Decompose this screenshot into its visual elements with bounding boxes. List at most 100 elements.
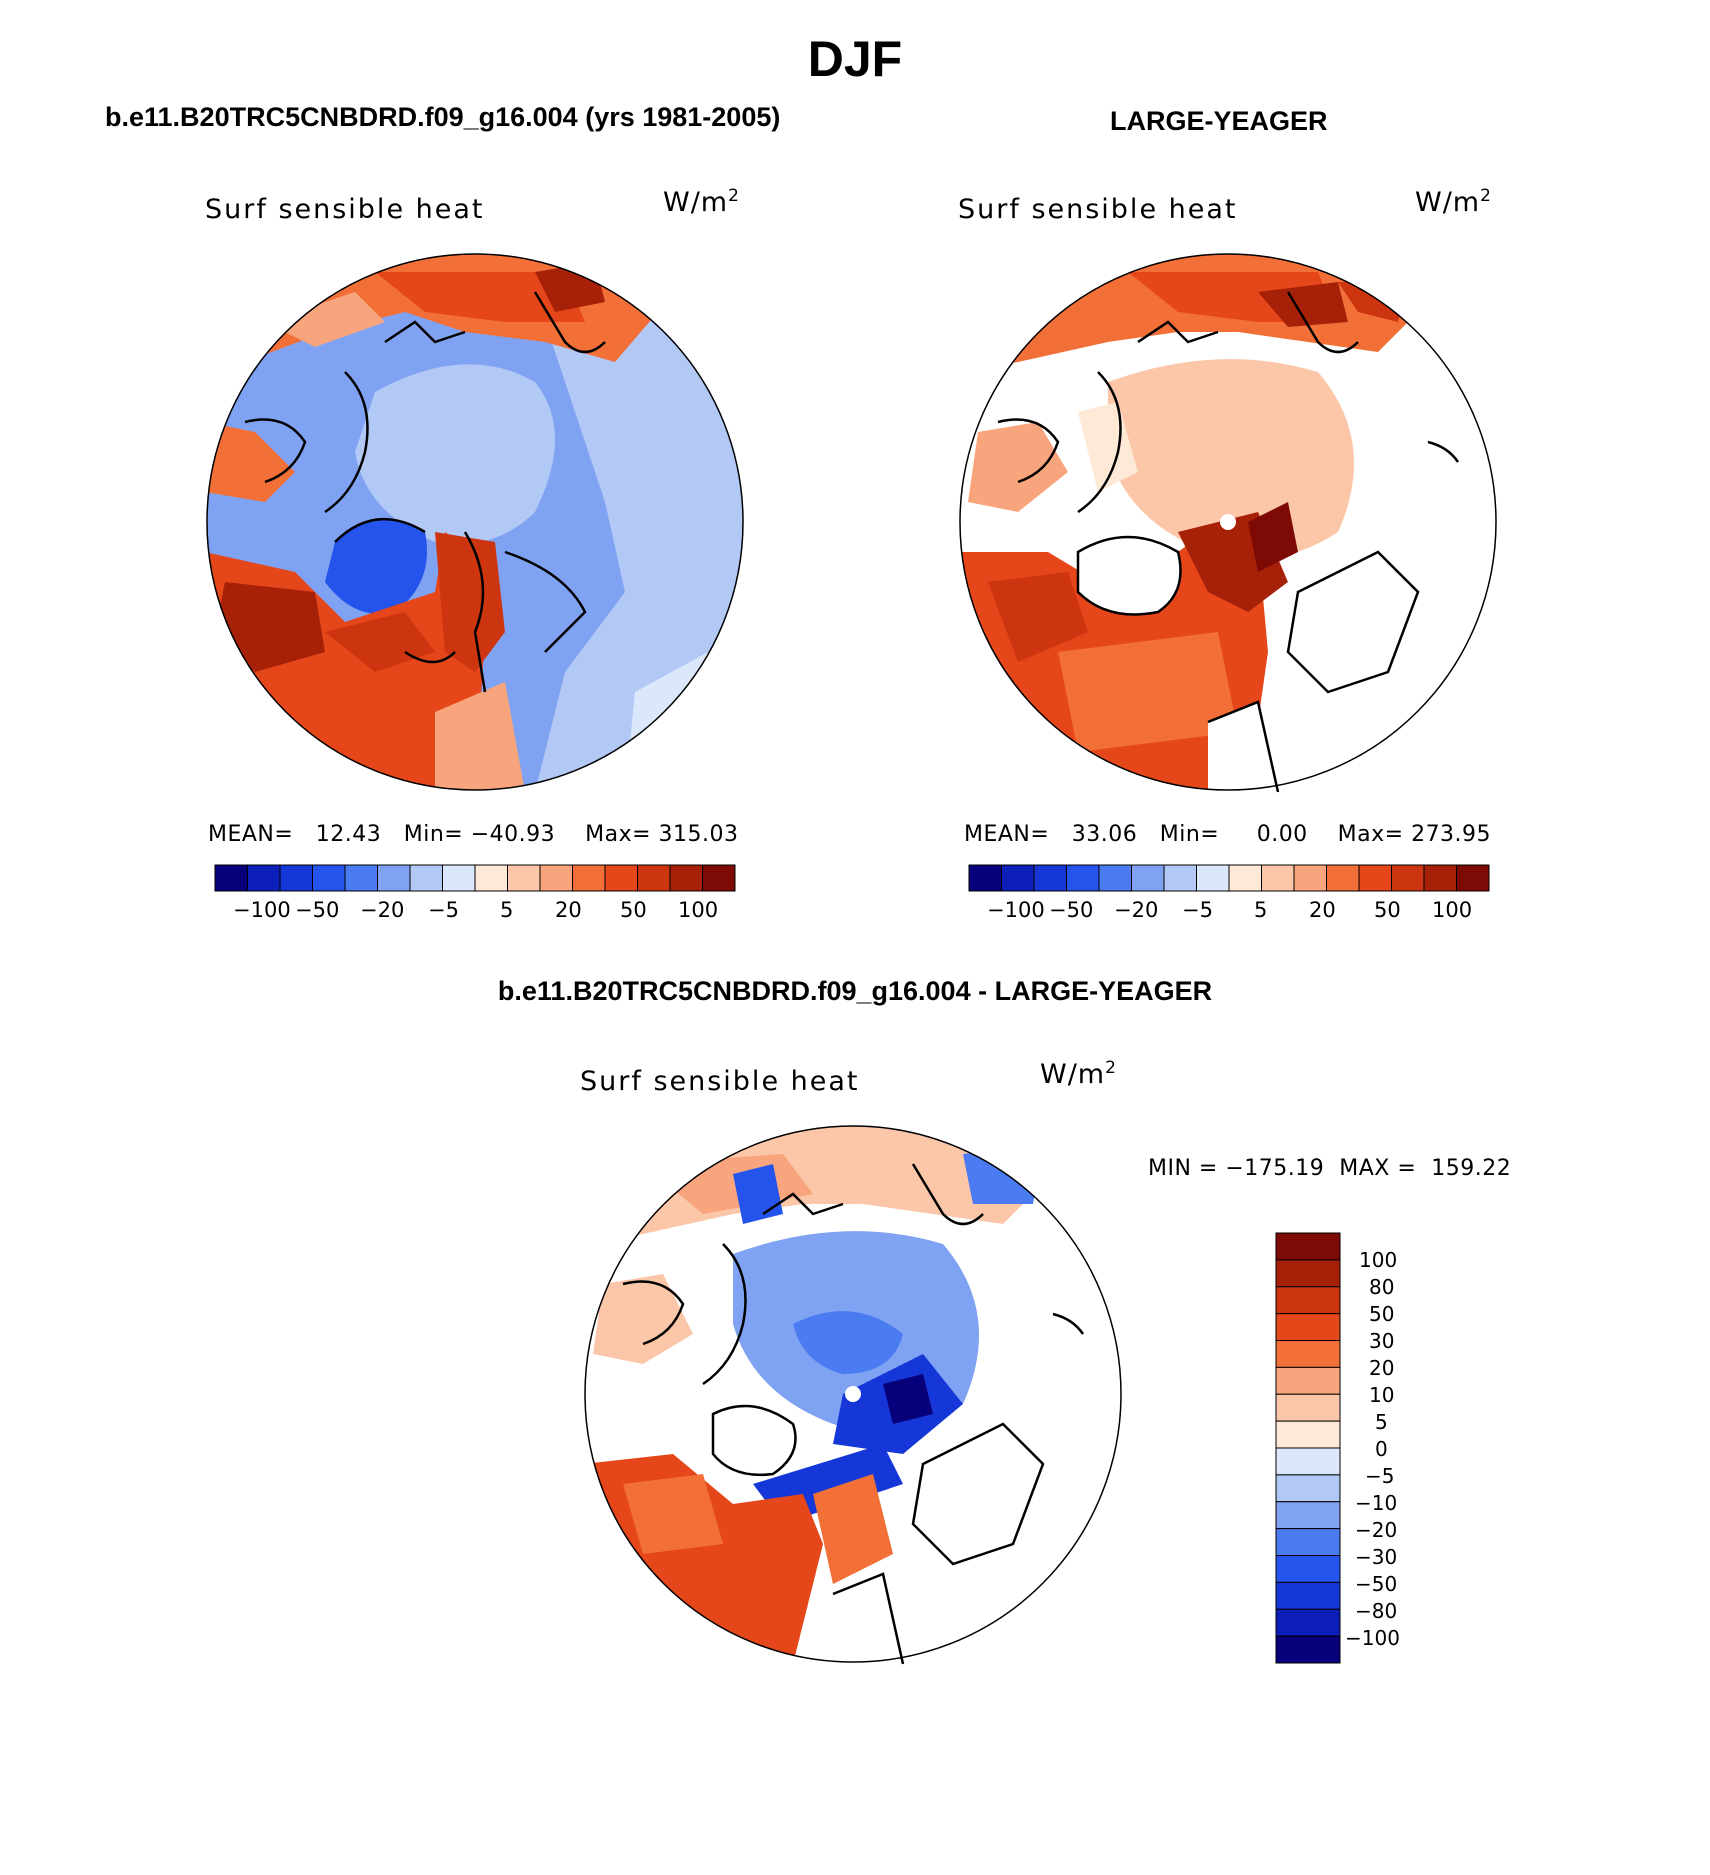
colorbar-swatch <box>1275 1474 1341 1503</box>
pole-marker <box>1220 514 1236 530</box>
panel2-variable-label: Surf sensible heat <box>958 194 1238 225</box>
colorbar-swatch <box>1275 1393 1341 1422</box>
panel3-cb-label: −30 <box>1355 1545 1398 1569</box>
colorbar-swatch <box>1131 864 1165 892</box>
colorbar-swatch <box>1196 864 1230 892</box>
colorbar-swatch <box>1275 1232 1341 1261</box>
panel1-cb-label: −50 <box>295 898 340 922</box>
colorbar-swatch <box>1275 1420 1341 1449</box>
colorbar-swatch <box>669 864 703 892</box>
panel3-polar-map <box>584 1125 1122 1665</box>
colorbar-swatch <box>279 864 313 892</box>
colorbar-swatch <box>1275 1581 1341 1610</box>
panel2-cb-label: 20 <box>1309 898 1336 922</box>
colorbar-swatch <box>312 864 346 892</box>
colorbar-swatch <box>344 864 378 892</box>
panel3-cb-label: −10 <box>1355 1491 1398 1515</box>
colorbar-swatch <box>572 864 606 892</box>
colorbar-swatch <box>702 864 736 892</box>
panel3-cb-label: 0 <box>1375 1437 1388 1461</box>
panel1-variable-label: Surf sensible heat <box>205 194 485 225</box>
panel2-stats: MEAN= 33.06 Min= 0.00 Max= 273.95 <box>964 822 1492 847</box>
colorbar-swatch <box>442 864 476 892</box>
panel1-colorbar-labels: −100 −50 −20 −5 5 20 50 100 <box>215 898 735 928</box>
panel3-cb-label: 20 <box>1369 1356 1395 1380</box>
colorbar-swatch <box>968 864 1002 892</box>
panel3-cb-label: −100 <box>1345 1626 1400 1650</box>
colorbar-swatch <box>1293 864 1327 892</box>
colorbar-swatch <box>409 864 443 892</box>
panel3-cb-label: 10 <box>1369 1383 1395 1407</box>
colorbar-swatch <box>1001 864 1035 892</box>
panel1-cb-label: 20 <box>555 898 582 922</box>
panel3-cb-label: 5 <box>1375 1410 1388 1434</box>
panel1-cb-label: −5 <box>428 898 459 922</box>
panel3-title: b.e11.B20TRC5CNBDRD.f09_g16.004 - LARGE-… <box>497 976 1213 1006</box>
panel3-variable-label: Surf sensible heat <box>580 1066 860 1097</box>
panel3-cb-label: 30 <box>1369 1329 1395 1353</box>
panel3-colorbar <box>1275 1232 1341 1664</box>
colorbar-swatch <box>1391 864 1425 892</box>
colorbar-swatch <box>1066 864 1100 892</box>
colorbar-swatch <box>1275 1501 1341 1530</box>
colorbar-swatch <box>539 864 573 892</box>
colorbar-swatch <box>474 864 508 892</box>
panel1-stats: MEAN= 12.43 Min= −40.93 Max= 315.03 <box>208 822 739 847</box>
panel3-cb-label: −80 <box>1355 1599 1398 1623</box>
panel3-cb-label: −5 <box>1365 1464 1395 1488</box>
panel1-units: W/m2 <box>663 186 740 218</box>
pole-marker <box>845 1386 861 1402</box>
panel1-cb-label: −100 <box>233 898 291 922</box>
panel2-cb-label: −5 <box>1182 898 1213 922</box>
colorbar-swatch <box>1358 864 1392 892</box>
colorbar-swatch <box>1275 1447 1341 1476</box>
colorbar-swatch <box>1275 1259 1341 1288</box>
panel3-cb-label: 100 <box>1359 1248 1398 1272</box>
panel1-cb-label: 5 <box>500 898 514 922</box>
panel1-polar-map <box>206 253 744 791</box>
colorbar-swatch <box>604 864 638 892</box>
panel2-cb-label: −20 <box>1114 898 1159 922</box>
colorbar-swatch <box>247 864 281 892</box>
panel2-title: LARGE-YEAGER <box>1110 106 1328 136</box>
colorbar-swatch <box>1275 1366 1341 1395</box>
colorbar-swatch <box>214 864 248 892</box>
colorbar-swatch <box>1163 864 1197 892</box>
colorbar-swatch <box>637 864 671 892</box>
panel2-colorbar-labels: −100 −50 −20 −5 5 20 50 100 <box>969 898 1489 928</box>
colorbar-swatch <box>1275 1313 1341 1341</box>
panel3-cb-label: −20 <box>1355 1518 1398 1542</box>
colorbar-swatch <box>1033 864 1067 892</box>
panel2-cb-label: −100 <box>987 898 1045 922</box>
panel3-stats: MIN = −175.19 MAX = 159.22 <box>1148 1156 1512 1181</box>
panel3-cb-label: 80 <box>1369 1275 1395 1299</box>
panel2-cb-label: 100 <box>1432 898 1473 922</box>
panel2-cb-label: 5 <box>1254 898 1268 922</box>
panel2-cb-label: −50 <box>1049 898 1094 922</box>
figure-title: DJF <box>807 31 903 87</box>
panel3-cb-label: −50 <box>1355 1572 1398 1596</box>
colorbar-swatch <box>1261 864 1295 892</box>
colorbar-swatch <box>1326 864 1360 892</box>
colorbar-swatch <box>377 864 411 892</box>
colorbar-swatch <box>1275 1608 1341 1637</box>
colorbar-swatch <box>507 864 541 892</box>
colorbar-swatch <box>1228 864 1262 892</box>
panel3-colorbar-labels: 100 80 50 30 20 10 5 0 −5 −10 −20 −30 −5… <box>1345 1236 1425 1666</box>
panel2-cb-label: 50 <box>1374 898 1401 922</box>
panel2-polar-map <box>959 253 1497 793</box>
colorbar-swatch <box>1423 864 1457 892</box>
panel1-title: b.e11.B20TRC5CNBDRD.f09_g16.004 (yrs 198… <box>105 102 781 132</box>
panel2-colorbar <box>968 864 1490 892</box>
colorbar-swatch <box>1275 1528 1341 1556</box>
panel3-cb-label: 50 <box>1369 1302 1395 1326</box>
colorbar-swatch <box>1456 864 1490 892</box>
panel2-units: W/m2 <box>1415 186 1492 218</box>
colorbar-swatch <box>1275 1340 1341 1368</box>
panel1-cb-label: 100 <box>678 898 719 922</box>
panel3-units: W/m2 <box>1040 1058 1117 1090</box>
panel1-cb-label: −20 <box>360 898 405 922</box>
panel1-cb-label: 50 <box>620 898 647 922</box>
colorbar-swatch <box>1275 1286 1341 1315</box>
colorbar-swatch <box>1275 1555 1341 1583</box>
